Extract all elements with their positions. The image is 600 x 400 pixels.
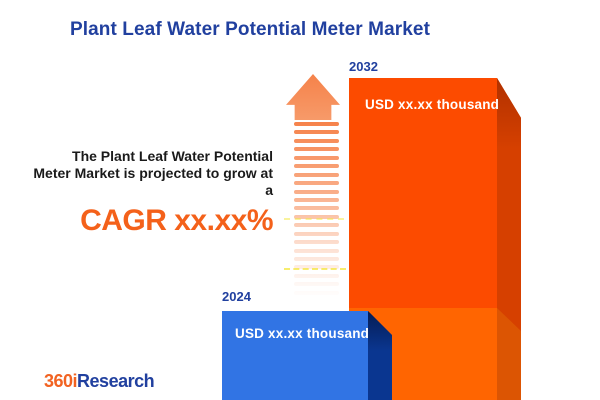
arrow-fade-overlay [294,122,339,300]
arrow-stem-stripes [294,122,339,300]
bar-label-2024: 2024 [222,289,251,304]
sparkle-dashed-line [284,268,346,270]
intro-line: Meter Market is projected to grow at [33,165,273,182]
bar-label-2032: 2032 [349,59,378,74]
sparkle-dashed-line [284,218,344,220]
brand-logo: 360iResearch [44,371,155,392]
bar-value-2032: USD xx.xx thousand [365,97,500,112]
bar-2032-side-shadow [497,78,521,400]
intro-text-block: The Plant Leaf Water Potential Meter Mar… [0,148,273,237]
intro-line: a [265,182,273,199]
bar-value-2024: USD xx.xx thousand [235,326,370,341]
page-title: Plant Leaf Water Potential Meter Market [69,19,431,40]
bar-2032-side-upper-segment [497,78,521,331]
growth-arrow-icon [286,74,340,120]
bar-2024-front-face [222,311,368,400]
brand-logo-suffix: Research [77,371,155,391]
brand-logo-prefix: 360i [44,371,78,391]
bar-2032-side-face [497,78,521,400]
cagr-value: CAGR xx.xx% [80,203,273,237]
intro-line: The Plant Leaf Water Potential [72,148,273,164]
